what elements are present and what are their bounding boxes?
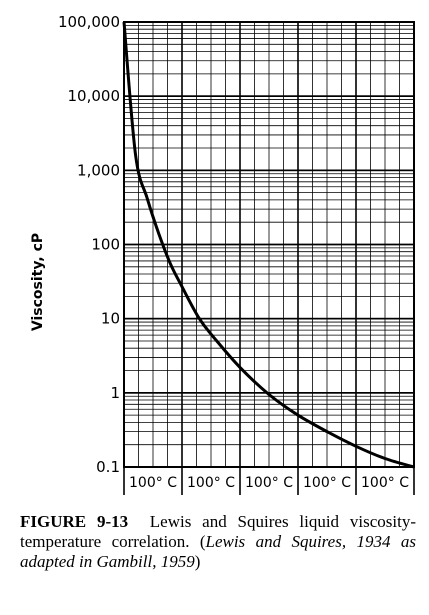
y-tick-label: 1,000 [77,161,120,179]
x-segment-label: 100° C [187,475,235,491]
caption-source: Lewis and Squires, 1934 as adapted in Ga… [20,532,416,571]
caption-text: Lewis and Squires liquid viscosity-tempe… [20,512,417,551]
y-tick-label: 100 [91,236,120,254]
figure-number: FIGURE 9-13 [20,512,129,531]
y-axis-title: Viscosity, cP [30,233,46,331]
figure-caption: FIGURE 9-13 Lewis and Squires liquid vis… [20,512,416,572]
x-segment-label: 100° C [361,475,409,491]
y-tick-label: 1 [110,384,120,402]
chart-grid [123,21,415,468]
caption-close: ) [194,552,201,571]
y-tick-label: 10 [101,310,120,328]
plot-frame [123,21,415,468]
y-axis-tick-labels: 100,000 10,000 1,000 100 10 1 0.1 [58,13,120,476]
x-axis-segment-labels: 100° C 100° C 100° C 100° C 100° C [123,467,415,495]
x-segment-label: 100° C [129,475,177,491]
viscosity-curve [122,21,415,469]
y-tick-label: 100,000 [58,13,120,31]
x-segment-label: 100° C [245,475,293,491]
y-tick-label: 10,000 [68,87,121,105]
y-tick-label: 0.1 [96,458,120,476]
x-segment-label: 100° C [303,475,351,491]
